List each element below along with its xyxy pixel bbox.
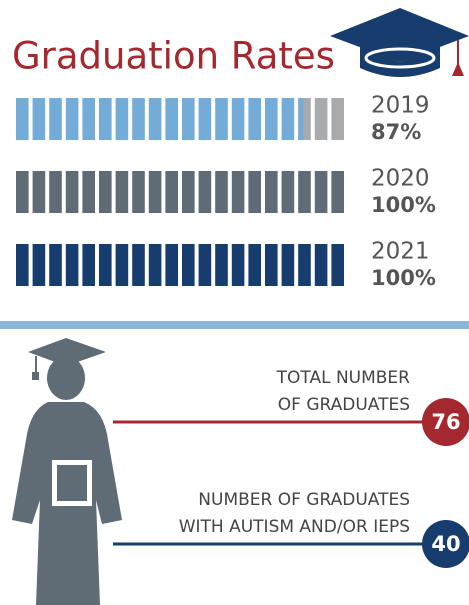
bar-segment [66,171,79,213]
bar-segment [33,98,46,140]
rate-label: 100% [371,266,436,290]
bar-segment [99,244,112,286]
bar-segment [248,98,261,140]
bar-segment [165,98,178,140]
bar-segment [215,244,228,286]
bar-segment [282,244,295,286]
bar-segment [298,244,311,286]
bar-segment [132,98,145,140]
bar-segment [248,244,261,286]
bar-segment [165,244,178,286]
title: Graduation Rates [12,35,335,78]
stat-label: OF GRADUATES [278,395,410,415]
bar-segment [298,98,303,140]
bar-segment-rest [315,98,328,140]
bar-segment [99,171,112,213]
bar-segment-rest [331,98,344,140]
bar-segment [199,171,212,213]
stat-label: NUMBER OF GRADUATES [198,490,410,510]
bar-segment [182,171,195,213]
bar-segment [49,98,62,140]
bar-segment [199,244,212,286]
bar-segment [248,171,261,213]
stat-value: 40 [431,532,460,556]
bar-segment [232,171,245,213]
bar-segment [165,171,178,213]
bar-segment [49,171,62,213]
bar-segment [116,244,129,286]
stat-value: 76 [431,410,460,434]
rate-label: 87% [371,120,421,144]
year-label: 2021 [371,239,430,265]
bar-segment [315,244,328,286]
bar-segment [315,171,328,213]
bar-segment [232,244,245,286]
bar-segment [232,98,245,140]
cap-icon [330,8,469,77]
bar-segment [82,98,95,140]
bar-segment [182,244,195,286]
bar-segment [149,171,162,213]
bar-segment [149,98,162,140]
bar-segment [265,171,278,213]
bar-segment [116,171,129,213]
divider [0,321,469,329]
infographic: Graduation Rates 201987%2020100%2021100%… [0,0,469,605]
bar-segment [215,171,228,213]
bar-segment [265,98,278,140]
bar-segment [298,171,311,213]
bar-segment [265,244,278,286]
bar-segment [49,244,62,286]
bar-segment [82,244,95,286]
bar-segment [132,244,145,286]
bar-segment [282,98,295,140]
bar-segment [82,171,95,213]
bar-segment [66,98,79,140]
year-label: 2019 [371,93,430,119]
bar-segment [331,244,344,286]
bar-segment [182,98,195,140]
year-label: 2020 [371,166,430,192]
bar-segment [215,98,228,140]
bar-segment [149,244,162,286]
bar-segment [282,171,295,213]
graduate-figure [12,338,122,605]
bar-segment [33,244,46,286]
bar-segment [331,171,344,213]
bar-segment [16,98,29,140]
bar-segment [16,171,29,213]
bar-segment [33,171,46,213]
bar-segment [99,98,112,140]
bar-segment [199,98,212,140]
bar-segment [16,244,29,286]
stat-label: WITH AUTISM AND/OR IEPS [179,517,410,537]
stat-label: TOTAL NUMBER [276,368,411,388]
rate-label: 100% [371,193,436,217]
bar-segment [132,171,145,213]
bar-segment [116,98,129,140]
bar-segment [66,244,79,286]
